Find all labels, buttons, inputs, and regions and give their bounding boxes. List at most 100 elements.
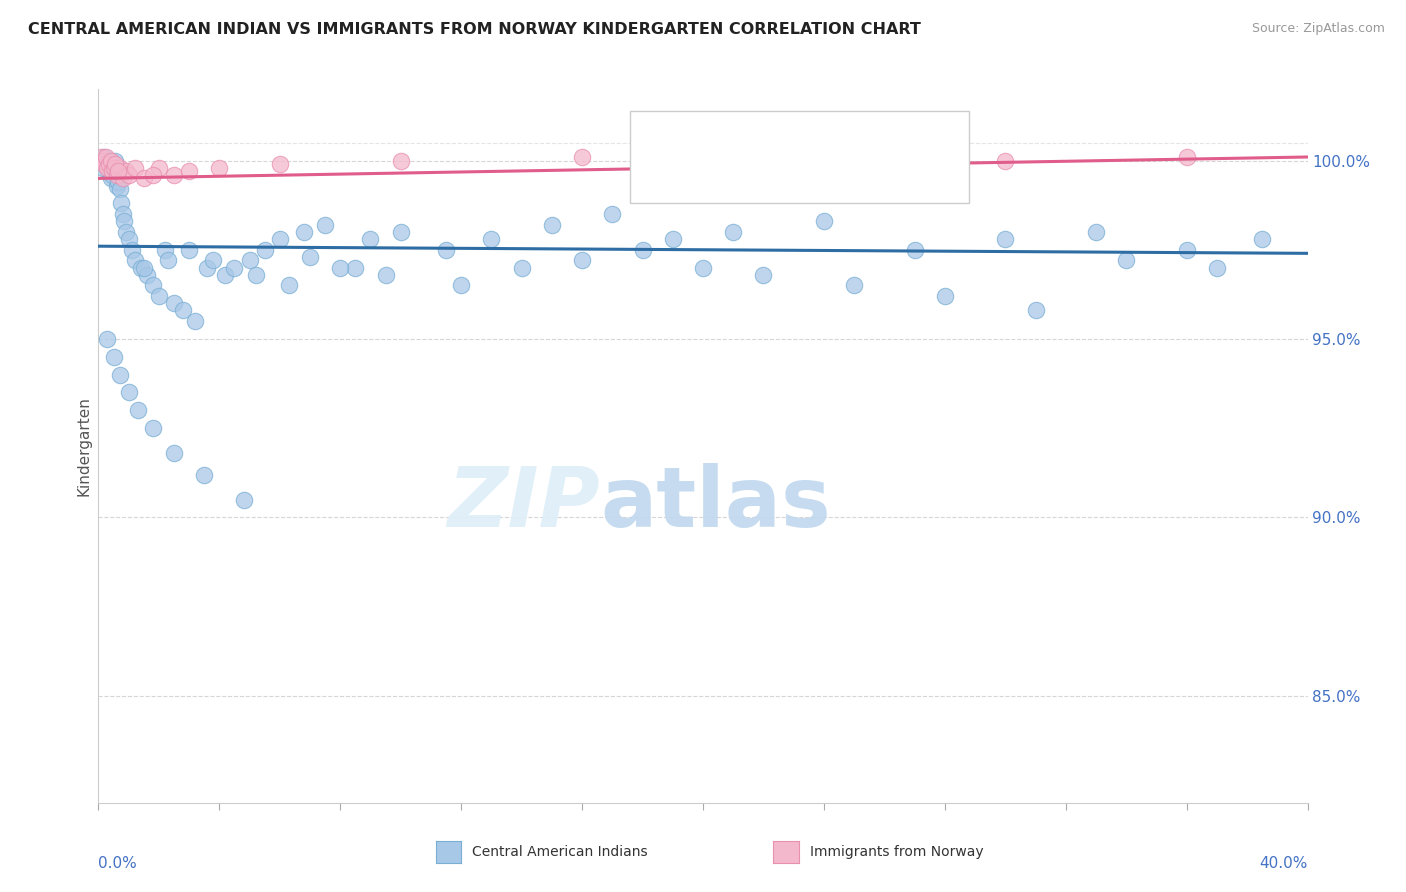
Point: [107, 175, 129, 189]
Point: [434, 243, 457, 257]
Point: [994, 153, 1017, 168]
Point: [224, 260, 246, 275]
Point: [124, 161, 146, 175]
Point: [96, 161, 118, 175]
Point: [232, 492, 254, 507]
Point: [292, 225, 315, 239]
Point: [239, 253, 262, 268]
Point: [108, 182, 131, 196]
Point: [450, 278, 472, 293]
Point: [1206, 260, 1229, 275]
Point: [329, 260, 352, 275]
Text: Immigrants from Norway: Immigrants from Norway: [810, 845, 983, 859]
Point: [100, 171, 122, 186]
Point: [94, 150, 117, 164]
Point: [752, 268, 775, 282]
Point: [148, 161, 170, 175]
Point: [100, 153, 122, 168]
Point: [692, 260, 714, 275]
Point: [994, 232, 1017, 246]
Point: [103, 350, 125, 364]
Point: [1024, 303, 1046, 318]
Point: [1085, 225, 1108, 239]
Text: Central American Indians: Central American Indians: [472, 845, 648, 859]
Point: [179, 243, 201, 257]
Point: [214, 268, 236, 282]
Point: [107, 164, 129, 178]
Point: [1251, 232, 1274, 246]
Point: [118, 168, 141, 182]
Text: R = -0.029   N = 79: R = -0.029 N = 79: [704, 127, 896, 145]
Point: [90, 150, 112, 164]
Point: [723, 225, 745, 239]
Point: [208, 161, 231, 175]
Point: [98, 164, 121, 178]
Point: [571, 150, 593, 164]
Point: [112, 214, 135, 228]
Point: [96, 332, 118, 346]
Point: [202, 253, 225, 268]
Point: [1115, 253, 1137, 268]
Point: [844, 278, 866, 293]
Point: [245, 268, 267, 282]
Point: [510, 260, 533, 275]
Point: [124, 253, 146, 268]
Point: [142, 421, 165, 435]
Y-axis label: Kindergarten: Kindergarten: [76, 396, 91, 496]
Point: [1175, 150, 1198, 164]
Text: 40.0%: 40.0%: [1260, 856, 1308, 871]
Point: [104, 157, 127, 171]
Text: Source: ZipAtlas.com: Source: ZipAtlas.com: [1251, 22, 1385, 36]
Point: [360, 232, 382, 246]
Point: [172, 303, 194, 318]
Point: [299, 250, 322, 264]
Point: [91, 161, 114, 175]
Point: [114, 164, 136, 178]
Text: atlas: atlas: [600, 463, 831, 543]
Point: [108, 368, 131, 382]
Point: [135, 268, 157, 282]
Point: [193, 467, 215, 482]
Point: [184, 314, 207, 328]
Point: [132, 260, 155, 275]
Point: [631, 243, 654, 257]
Point: [101, 168, 124, 182]
Point: [374, 268, 396, 282]
Point: [142, 168, 165, 182]
Point: [118, 385, 141, 400]
Point: [91, 153, 114, 168]
Point: [98, 157, 121, 171]
Point: [110, 196, 132, 211]
Point: [93, 150, 115, 164]
Point: [195, 260, 218, 275]
Point: [934, 289, 956, 303]
Point: [156, 253, 179, 268]
Point: [129, 260, 152, 275]
Point: [163, 168, 186, 182]
Point: [93, 157, 115, 171]
Point: [121, 243, 143, 257]
Point: [127, 403, 149, 417]
Point: [118, 232, 141, 246]
Text: R =  0.356   N = 29: R = 0.356 N = 29: [704, 169, 896, 187]
Point: [661, 232, 683, 246]
Point: [314, 218, 336, 232]
Point: [96, 153, 118, 168]
Point: [163, 446, 186, 460]
Point: [481, 232, 503, 246]
Point: [114, 225, 136, 239]
Point: [389, 153, 412, 168]
Point: [389, 225, 412, 239]
Point: [111, 207, 134, 221]
Point: [104, 153, 127, 168]
Point: [344, 260, 367, 275]
Point: [132, 171, 155, 186]
Point: [105, 168, 128, 182]
Text: ZIP: ZIP: [447, 463, 600, 543]
Point: [148, 289, 170, 303]
Text: CENTRAL AMERICAN INDIAN VS IMMIGRANTS FROM NORWAY KINDERGARTEN CORRELATION CHART: CENTRAL AMERICAN INDIAN VS IMMIGRANTS FR…: [28, 22, 921, 37]
Point: [108, 161, 131, 175]
Point: [163, 296, 186, 310]
Point: [269, 157, 291, 171]
Point: [904, 243, 927, 257]
